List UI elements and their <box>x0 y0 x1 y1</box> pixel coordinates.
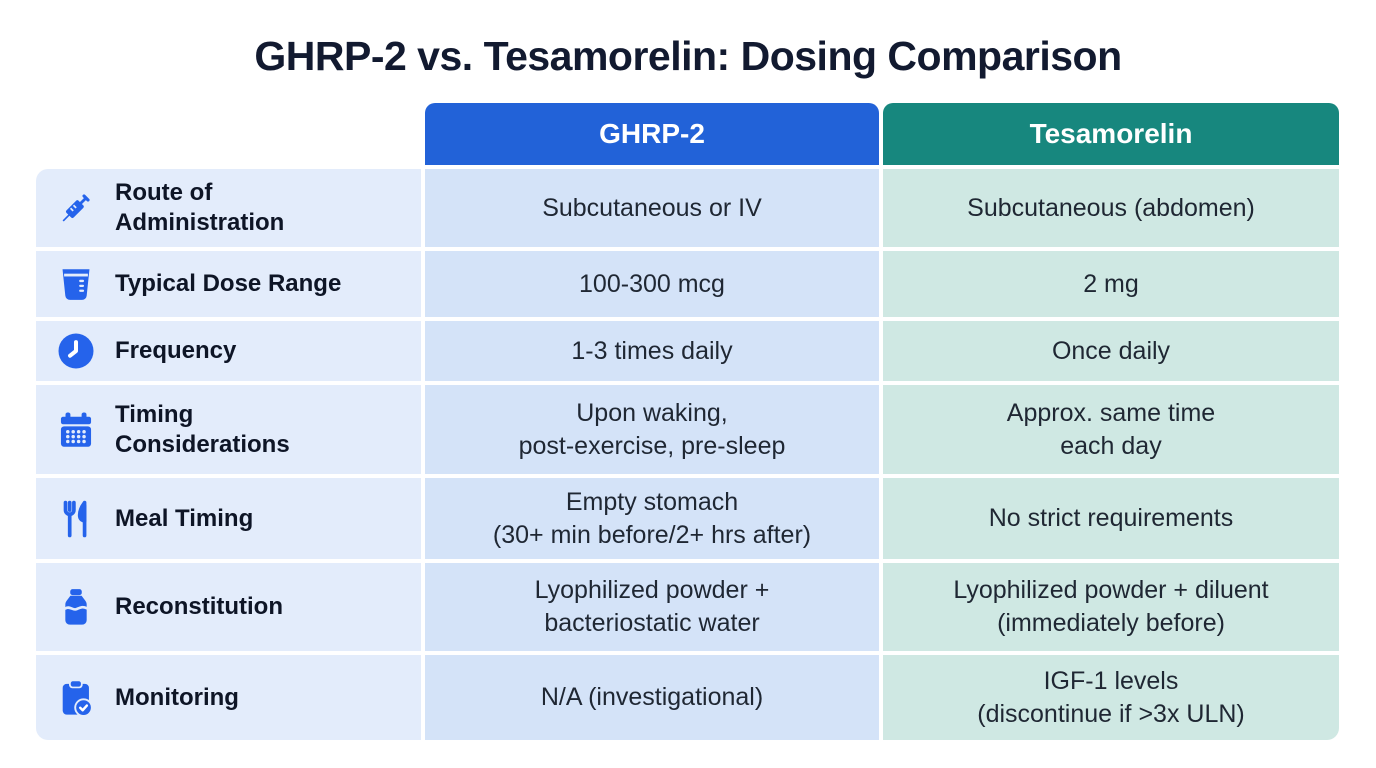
table-row-label-meal: Meal Timing <box>36 478 421 559</box>
cell-route-tesamorelin: Subcutaneous (abdomen) <box>883 169 1339 247</box>
clipboard-check-icon <box>52 677 100 719</box>
beaker-icon <box>52 263 100 305</box>
cell-meal-ghrp2: Empty stomach (30+ min before/2+ hrs aft… <box>425 478 879 559</box>
row-label: Frequency <box>115 337 237 364</box>
cell-frequency-ghrp2: 1-3 times daily <box>425 321 879 381</box>
cell-dose-ghrp2: 100-300 mcg <box>425 251 879 317</box>
row-label: Route of Administration <box>115 179 285 236</box>
column-header-ghrp2: GHRP-2 <box>425 103 879 165</box>
row-label: Typical Dose Range <box>115 270 342 297</box>
syringe-icon <box>52 187 100 229</box>
cell-timing-ghrp2: Upon waking, post-exercise, pre-sleep <box>425 385 879 474</box>
comparison-table: GHRP-2 Tesamorelin Route of Administrati… <box>36 103 1376 740</box>
cell-meal-tesamorelin: No strict requirements <box>883 478 1339 559</box>
page-title: GHRP-2 vs. Tesamorelin: Dosing Compariso… <box>254 33 1122 79</box>
cell-dose-tesamorelin: 2 mg <box>883 251 1339 317</box>
row-label: Timing Considerations <box>115 400 290 458</box>
row-label: Meal Timing <box>115 504 254 532</box>
calendar-icon <box>52 409 100 451</box>
row-label: Monitoring <box>115 683 239 711</box>
table-row-label-reconstitution: Reconstitution <box>36 563 421 651</box>
title-bar: GHRP-2 vs. Tesamorelin: Dosing Compariso… <box>0 0 1376 103</box>
table-row-label-route: Route of Administration <box>36 169 421 247</box>
cell-monitoring-ghrp2: N/A (investigational) <box>425 655 879 740</box>
table-row-label-timing: Timing Considerations <box>36 385 421 474</box>
utensils-icon <box>52 498 100 540</box>
cell-reconstitution-ghrp2: Lyophilized powder + bacteriostatic wate… <box>425 563 879 651</box>
table-row-label-monitoring: Monitoring <box>36 655 421 740</box>
column-header-tesamorelin-label: Tesamorelin <box>1029 118 1193 149</box>
table-row-label-dose: Typical Dose Range <box>36 251 421 317</box>
cell-route-ghrp2: Subcutaneous or IV <box>425 169 879 247</box>
cell-frequency-tesamorelin: Once daily <box>883 321 1339 381</box>
clock-icon <box>52 330 100 372</box>
cell-monitoring-tesamorelin: IGF-1 levels (discontinue if >3x ULN) <box>883 655 1339 740</box>
cell-reconstitution-tesamorelin: Lyophilized powder + diluent (immediatel… <box>883 563 1339 651</box>
row-label: Reconstitution <box>115 593 283 620</box>
header-spacer <box>36 103 421 165</box>
column-header-ghrp2-label: GHRP-2 <box>599 118 705 149</box>
vial-icon <box>52 586 100 628</box>
column-header-tesamorelin: Tesamorelin <box>883 103 1339 165</box>
cell-timing-tesamorelin: Approx. same time each day <box>883 385 1339 474</box>
table-row-label-frequency: Frequency <box>36 321 421 381</box>
